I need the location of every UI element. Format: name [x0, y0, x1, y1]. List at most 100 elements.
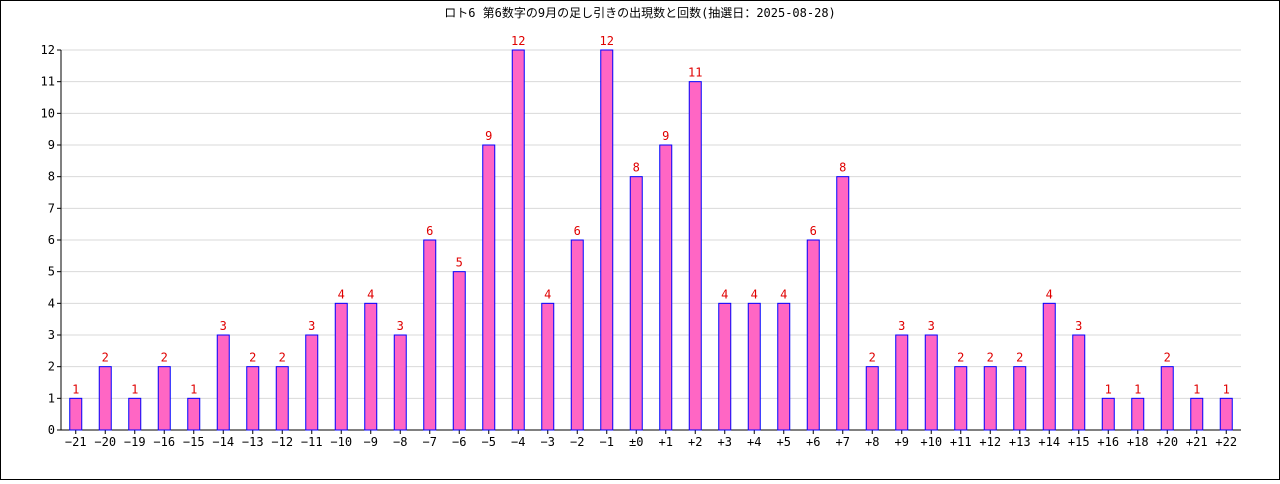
x-tick-label: +22	[1215, 435, 1237, 449]
x-tick-label: +14	[1038, 435, 1060, 449]
bar	[541, 302, 555, 431]
x-tick-label: +2	[688, 435, 702, 449]
bar	[482, 144, 496, 431]
bar	[747, 302, 761, 431]
data-label: 3	[898, 319, 905, 333]
bar	[305, 334, 319, 431]
bar	[777, 302, 791, 431]
data-label: 6	[810, 224, 817, 238]
bar	[334, 302, 348, 431]
data-label: 3	[1075, 319, 1082, 333]
x-tick-label: −16	[153, 435, 175, 449]
x-tick-label: ±0	[629, 435, 643, 449]
bar	[1131, 397, 1145, 431]
bar	[659, 144, 673, 431]
data-label: 11	[688, 66, 702, 80]
bar	[983, 366, 997, 431]
x-tick-label: +5	[777, 435, 791, 449]
x-tick-label: +21	[1186, 435, 1208, 449]
y-tick-label: 3	[48, 328, 55, 342]
x-tick-labels: −21 −20 −19 −16 −15 −14 −13 −12 −11 −10 −9 −8 −7 −6 −5…	[65, 435, 1237, 449]
x-tick-label: +4	[747, 435, 761, 449]
y-tick-label: 10	[41, 106, 55, 120]
bar	[69, 397, 83, 431]
bar	[836, 176, 850, 431]
x-tick-label: −12	[271, 435, 293, 449]
data-label: 8	[633, 161, 640, 175]
data-label: 2	[279, 351, 286, 365]
data-label: 8	[839, 161, 846, 175]
x-tick-label: −15	[183, 435, 205, 449]
x-tick-label: +6	[806, 435, 820, 449]
bar	[688, 81, 702, 431]
x-tick-label: +18	[1127, 435, 1149, 449]
x-tick-label: −21	[65, 435, 87, 449]
data-label: 2	[249, 351, 256, 365]
data-label: 2	[1164, 351, 1171, 365]
x-tick-label: +8	[865, 435, 879, 449]
x-tick-label: −3	[541, 435, 555, 449]
bar	[806, 239, 820, 431]
y-tick-label: 5	[48, 265, 55, 279]
data-label: 2	[869, 351, 876, 365]
bar	[452, 271, 466, 431]
data-label: 4	[780, 287, 787, 301]
bar	[1160, 366, 1174, 431]
bar	[216, 334, 230, 431]
data-label: 1	[1105, 382, 1112, 396]
data-label: 1	[190, 382, 197, 396]
data-label: 9	[662, 129, 669, 143]
x-tick-label: −20	[94, 435, 116, 449]
x-tick-label: +15	[1068, 435, 1090, 449]
data-label: 4	[367, 287, 374, 301]
x-tick-label: −19	[124, 435, 146, 449]
x-tick-label: −2	[570, 435, 584, 449]
bar	[629, 176, 643, 431]
data-label: 4	[721, 287, 728, 301]
y-tick-label: 11	[41, 75, 55, 89]
gridlines	[61, 49, 1241, 399]
x-tick-label: +1	[659, 435, 673, 449]
bar	[246, 366, 260, 431]
bar	[423, 239, 437, 431]
bar	[128, 397, 142, 431]
x-tick-label: +7	[836, 435, 850, 449]
data-label: 5	[456, 256, 463, 270]
bar	[1190, 397, 1204, 431]
y-tick-label: 1	[48, 391, 55, 405]
data-label: 1	[1134, 382, 1141, 396]
data-label: 1	[131, 382, 138, 396]
bars	[69, 49, 1233, 431]
y-tick-label: 8	[48, 170, 55, 184]
bar	[600, 49, 614, 431]
y-tick-label: 6	[48, 233, 55, 247]
y-tick-label: 0	[48, 423, 55, 437]
bar	[924, 334, 938, 431]
bar	[1042, 302, 1056, 431]
data-label: 4	[544, 287, 551, 301]
axes	[57, 49, 1241, 434]
data-label: 12	[600, 34, 614, 48]
data-label: 2	[957, 351, 964, 365]
data-label: 1	[1193, 382, 1200, 396]
x-tick-label: −9	[364, 435, 378, 449]
x-tick-label: +10	[920, 435, 942, 449]
data-label: 2	[102, 351, 109, 365]
x-tick-label: +12	[979, 435, 1001, 449]
bar	[1219, 397, 1233, 431]
data-label: 6	[574, 224, 581, 238]
data-label: 9	[485, 129, 492, 143]
bar	[364, 302, 378, 431]
x-tick-label: +11	[950, 435, 972, 449]
x-tick-label: +20	[1156, 435, 1178, 449]
y-tick-label: 7	[48, 201, 55, 215]
data-label: 2	[1016, 351, 1023, 365]
y-tick-label: 12	[41, 43, 55, 57]
data-label: 1	[72, 382, 79, 396]
chart-title: ロト6 第6数字の9月の足し引きの出現数と回数(抽選日：2025-08-28)	[444, 5, 836, 20]
bar	[865, 366, 879, 431]
